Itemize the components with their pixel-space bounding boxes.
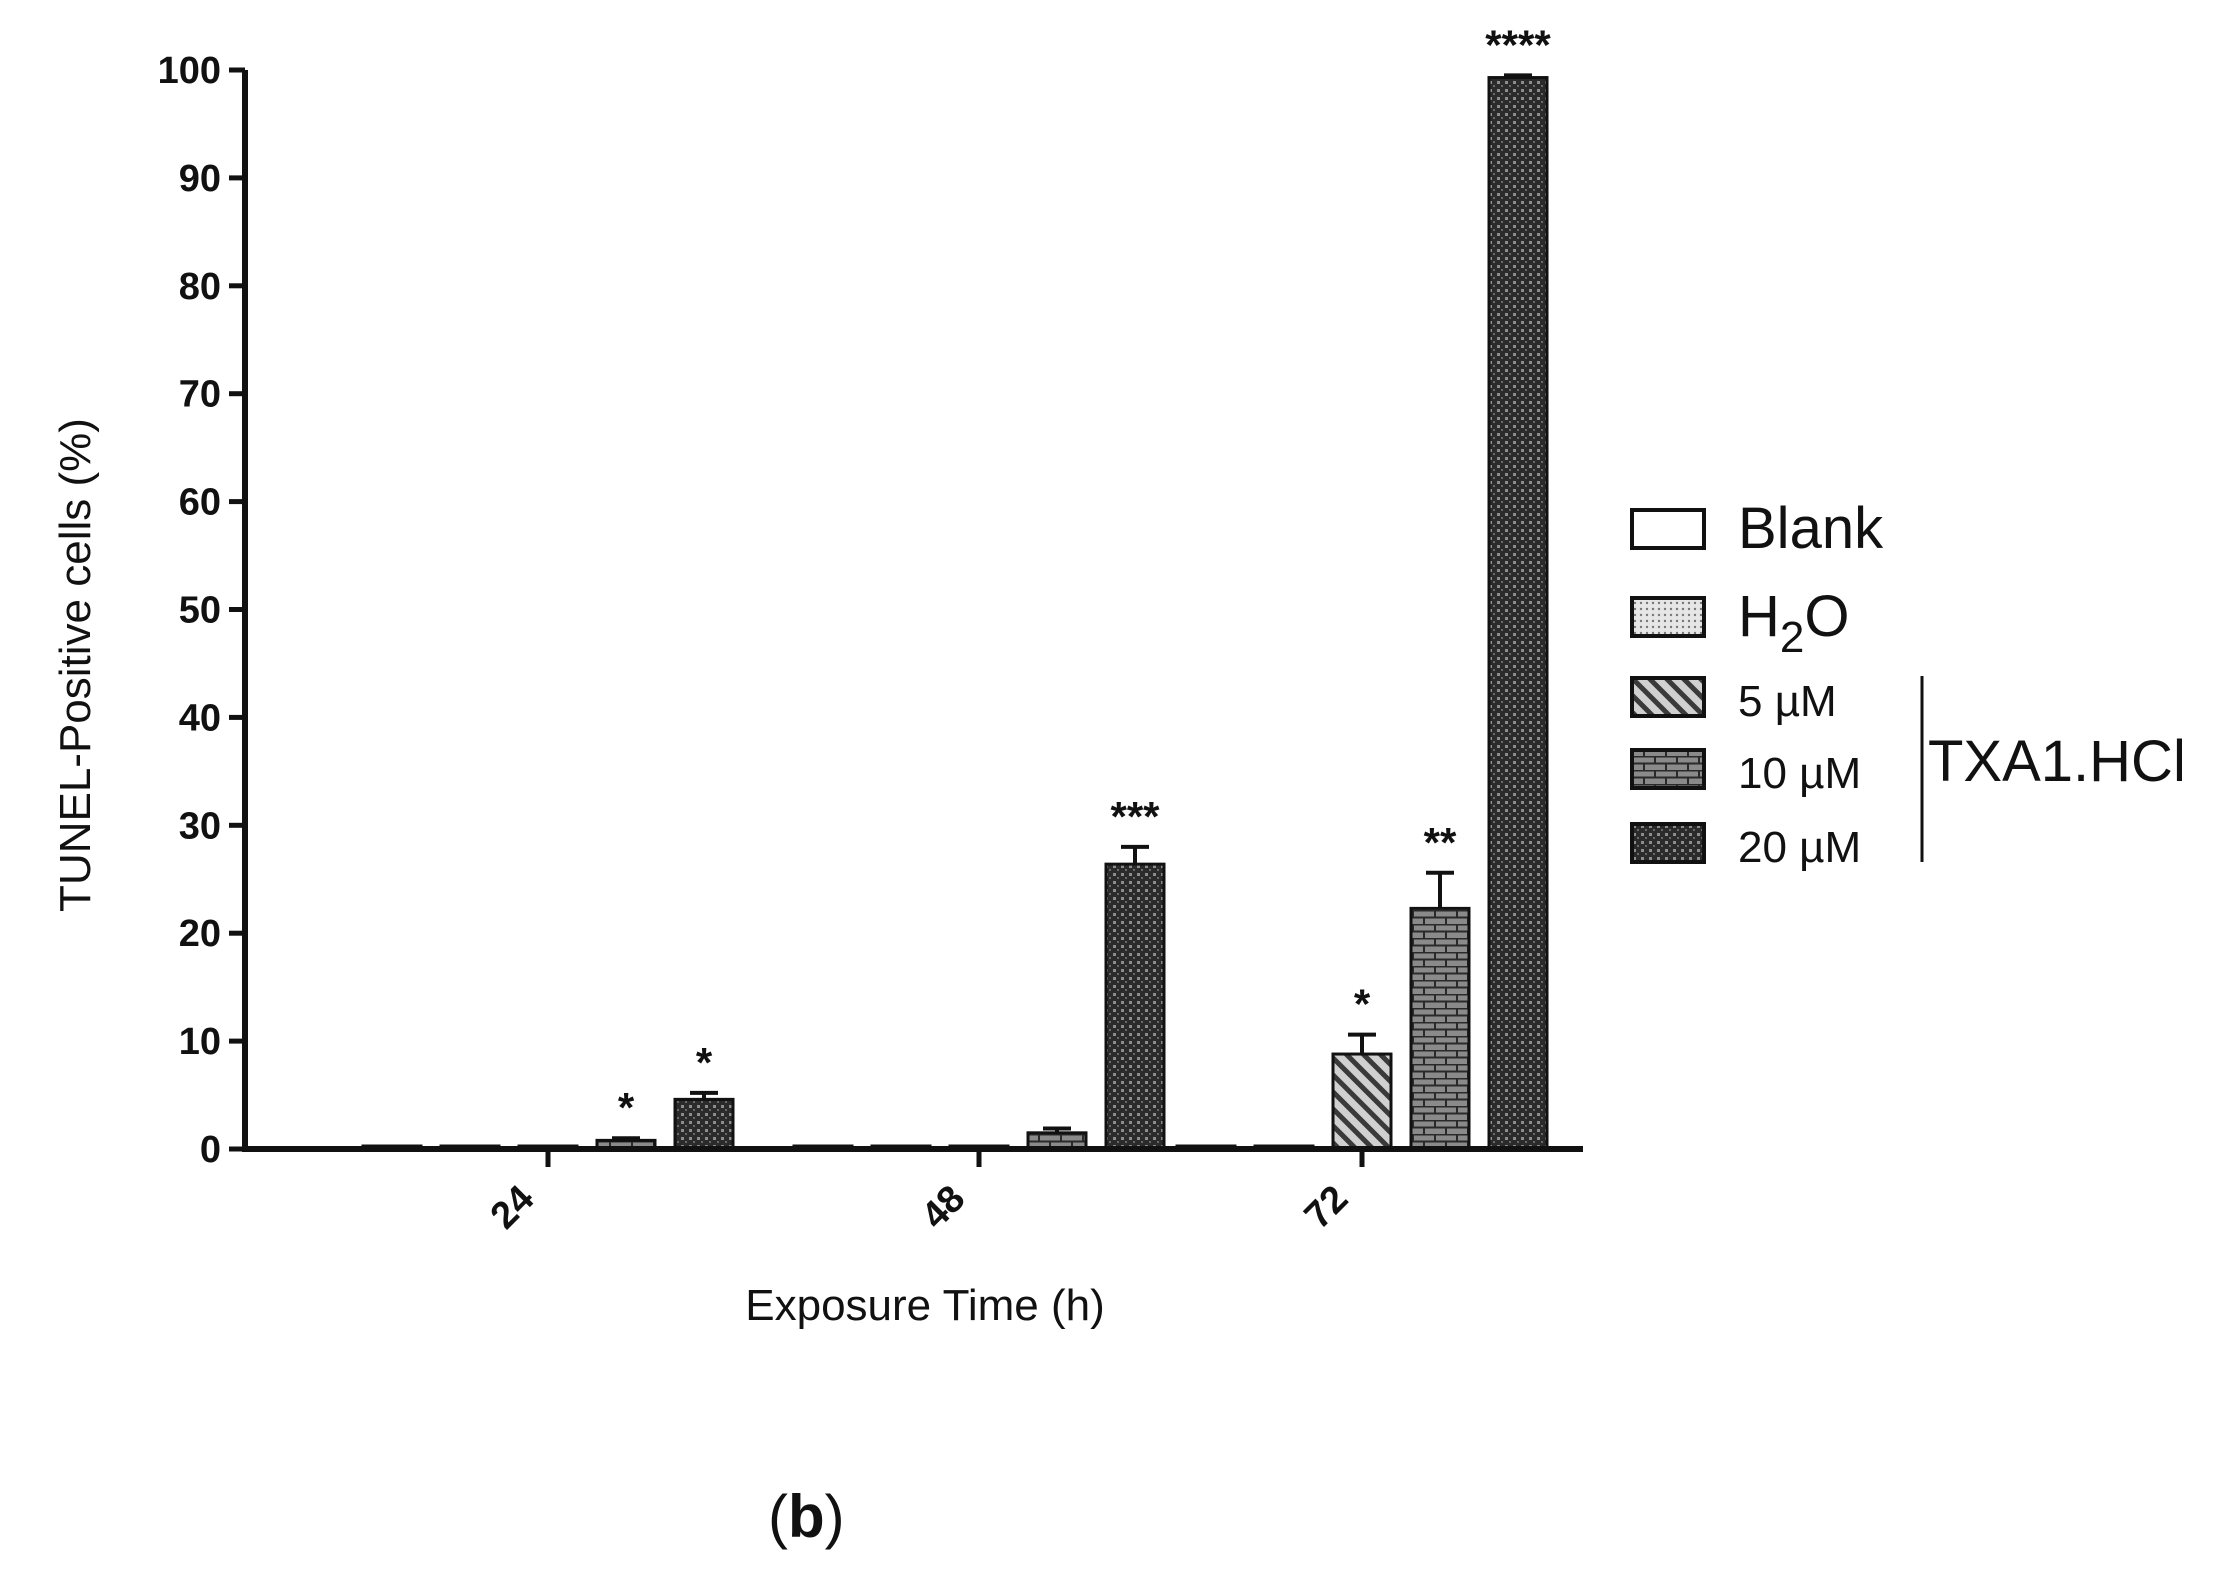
panel-label-open: ( [768, 1483, 788, 1550]
y-tick-label: 0 [200, 1129, 221, 1171]
x-ticks: 24 48 72 [483, 1149, 1365, 1238]
legend-label: Blank [1738, 496, 1884, 561]
panel-label-letter: b [788, 1483, 825, 1550]
x-tick-label: 24 [483, 1178, 543, 1238]
legend-swatch [1630, 748, 1706, 790]
legend-swatch [1630, 822, 1706, 864]
y-tick-label: 100 [158, 50, 221, 92]
x-axis-title: Exposure Time (h) [745, 1281, 1104, 1330]
bar-72-2 [1331, 1052, 1393, 1151]
significance-layer: ************ [618, 21, 1552, 1131]
legend-label-subscript: 2 [1780, 613, 1804, 662]
y-tick-label: 30 [179, 805, 221, 847]
significance-mark: * [1354, 981, 1371, 1028]
legend-label-tail: O [1804, 584, 1849, 649]
y-tick-label: 10 [179, 1021, 221, 1063]
bar-24-4 [673, 1097, 735, 1151]
y-ticks: 0 10 20 30 40 50 60 70 80 90 100 [158, 50, 245, 1171]
y-tick-label: 60 [179, 482, 221, 524]
y-tick-label: 20 [179, 913, 221, 955]
y-tick-label: 40 [179, 697, 221, 739]
legend: Blank H2O 5 µM 10 µM 20 µM [1630, 496, 1884, 872]
y-tick-label: 80 [179, 266, 221, 308]
significance-mark: * [696, 1039, 713, 1086]
significance-mark: ** [1424, 819, 1457, 866]
significance-mark: *** [1110, 793, 1160, 840]
x-tick-label: 72 [1297, 1178, 1357, 1238]
legend-swatch [1630, 676, 1706, 718]
legend-group-label: TXA1.HCl [1928, 729, 2186, 794]
y-tick-label: 50 [179, 590, 221, 632]
y-tick-label: 90 [179, 158, 221, 200]
legend-label-main: H [1738, 584, 1780, 649]
significance-mark: **** [1485, 21, 1551, 68]
significance-mark: * [618, 1084, 635, 1131]
y-axis-title: TUNEL-Positive cells (%) [51, 418, 100, 912]
legend-label: 20 µM [1738, 823, 1861, 872]
bar-48-4 [1104, 862, 1166, 1151]
legend-label: H2O [1738, 584, 1850, 662]
bar-72-4 [1487, 76, 1549, 1151]
legend-swatch [1630, 596, 1706, 638]
y-tick-label: 70 [179, 374, 221, 416]
panel-label: (b) [768, 1483, 845, 1550]
x-tick-label: 48 [914, 1178, 974, 1238]
panel-label-close: ) [825, 1483, 845, 1550]
legend-label: 10 µM [1738, 749, 1861, 798]
legend-swatch [1630, 508, 1706, 550]
error-bars-layer [612, 73, 1532, 1141]
legend-label: 5 µM [1738, 677, 1837, 726]
bar-72-3 [1409, 906, 1471, 1151]
